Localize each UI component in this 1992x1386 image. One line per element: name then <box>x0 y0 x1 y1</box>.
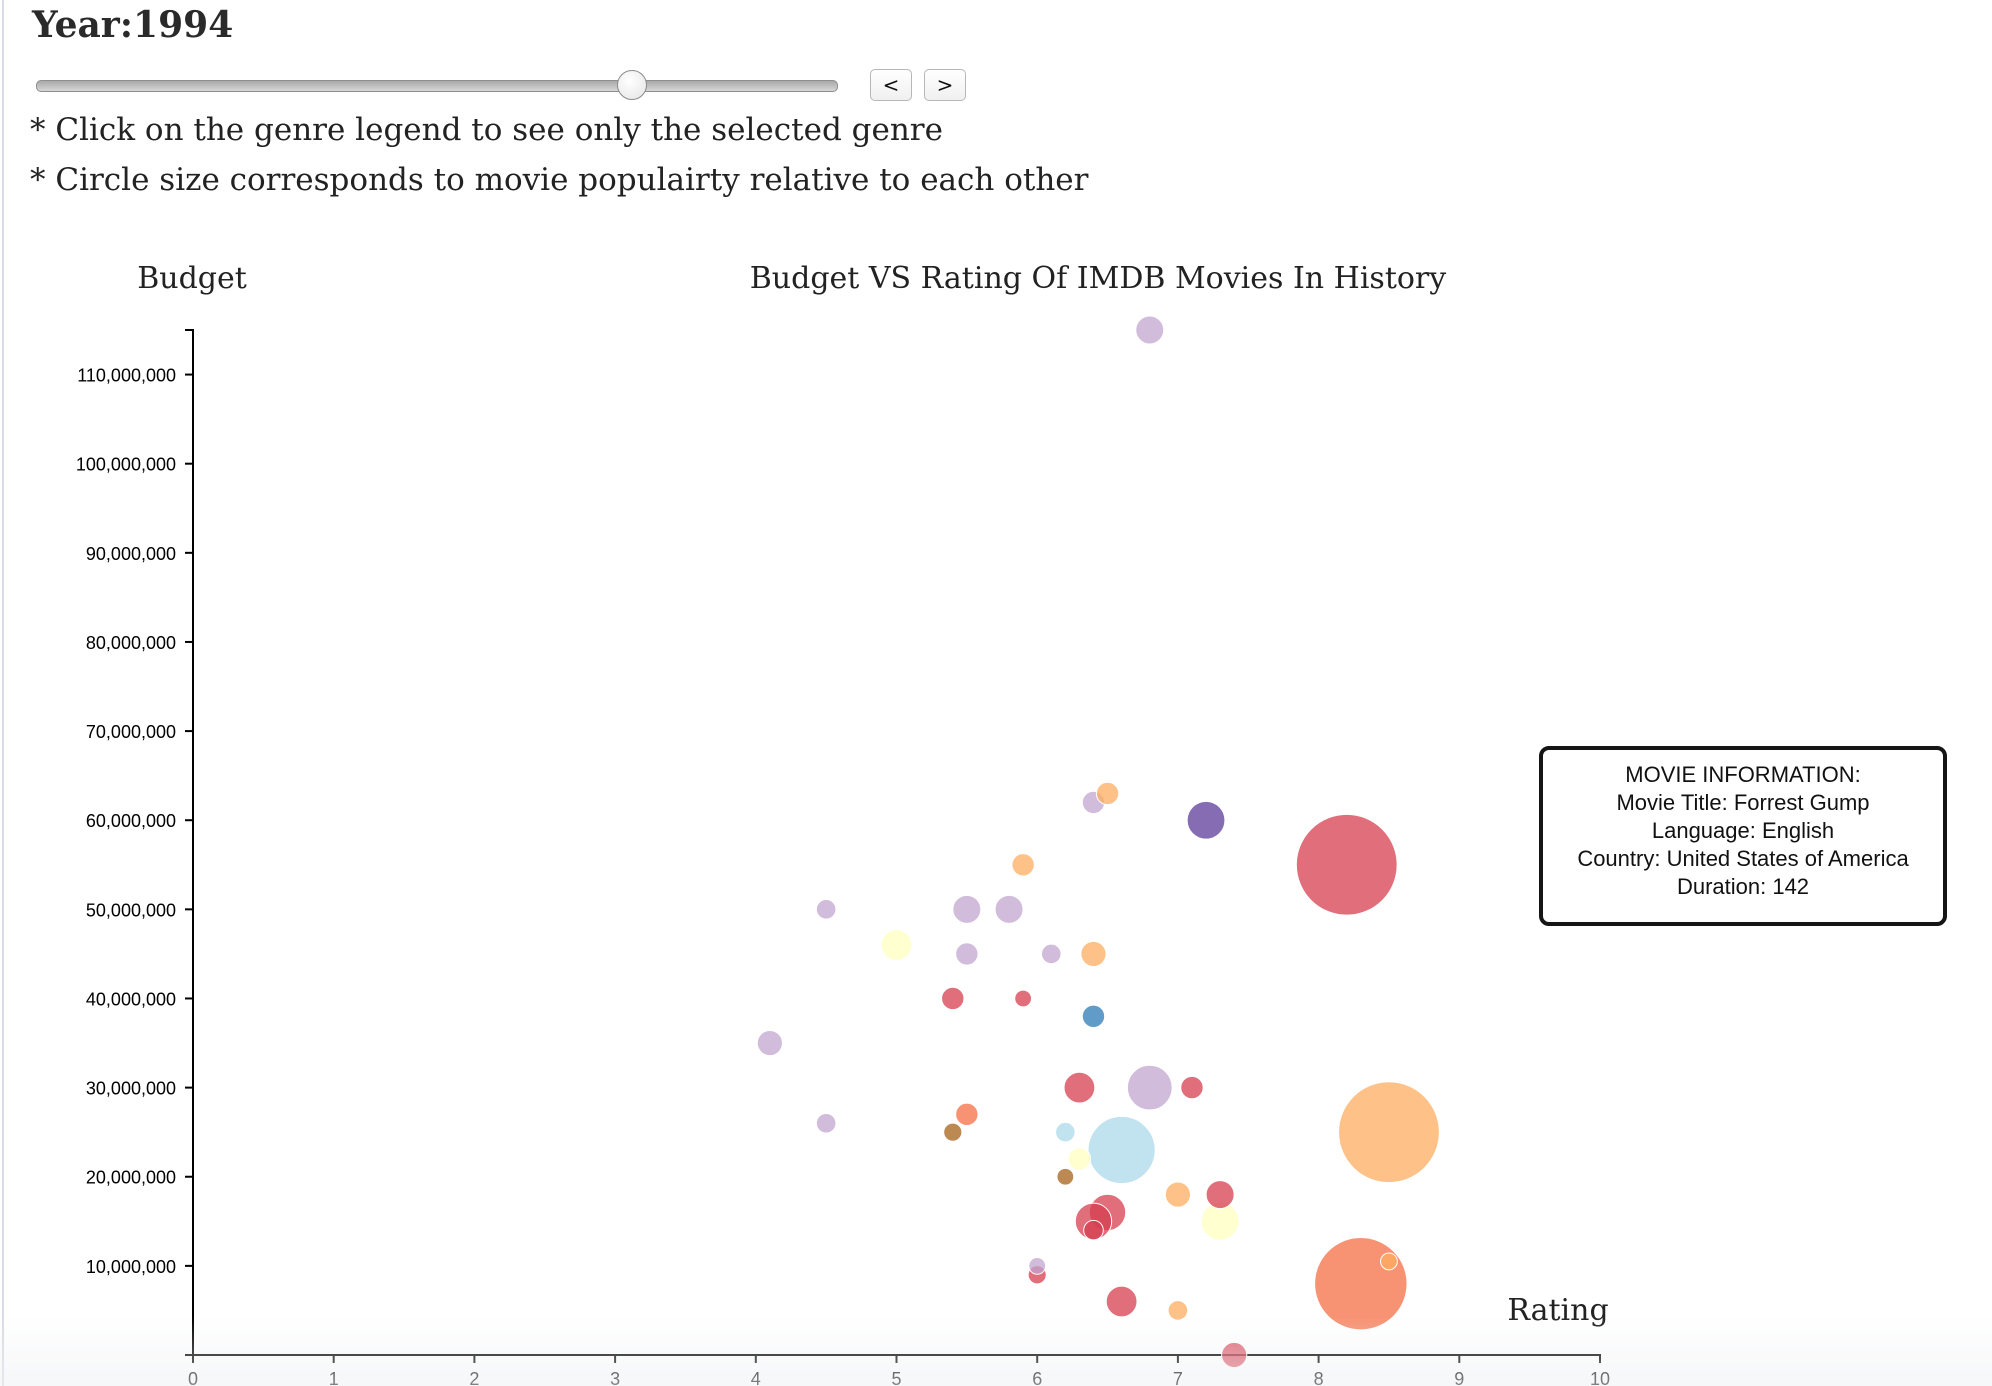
movie-point <box>994 894 1024 924</box>
movie-info-tooltip: MOVIE INFORMATION: Movie Title: Forrest … <box>1539 746 1947 926</box>
y-tick-label: 90,000,000 <box>86 544 176 564</box>
movie-point <box>1221 1341 1248 1369</box>
movie-point <box>1164 1181 1192 1208</box>
y-tick-label: 30,000,000 <box>86 1079 176 1099</box>
movie-point <box>1314 1236 1408 1331</box>
movie-point <box>815 1112 837 1134</box>
movie-point <box>1180 1075 1204 1100</box>
x-tick-label: 3 <box>610 1369 620 1386</box>
y-tick-label: 40,000,000 <box>86 989 176 1009</box>
year-slider[interactable] <box>36 70 838 100</box>
y-tick-label: 110,000,000 <box>77 366 176 386</box>
movie-point <box>1063 1071 1096 1104</box>
chart-title: Budget VS Rating Of IMDB Movies In Histo… <box>750 261 1447 296</box>
movie-point <box>1080 940 1107 968</box>
next-year-button[interactable]: > <box>924 69 966 101</box>
tooltip-country: Country: United States of America <box>1577 846 1909 871</box>
movie-point <box>955 1102 979 1127</box>
circle-size-note: * Circle size corresponds to movie popul… <box>30 162 1089 198</box>
genre-legend-note: * Click on the genre legend to see only … <box>30 112 943 148</box>
movie-point <box>1087 1115 1156 1185</box>
x-tick-label: 2 <box>469 1369 479 1386</box>
x-tick-label: 5 <box>891 1369 901 1386</box>
movie-point <box>1011 853 1035 877</box>
movie-point <box>1205 1180 1235 1210</box>
y-tick-label: 70,000,000 <box>86 722 176 742</box>
x-tick-label: 7 <box>1173 1369 1183 1386</box>
movie-point <box>1295 813 1398 916</box>
movie-point <box>1067 1147 1092 1171</box>
movie-point <box>1040 943 1062 965</box>
y-axis-label: Budget <box>137 261 247 296</box>
movie-point <box>943 1122 963 1142</box>
movie-point <box>1081 1004 1106 1029</box>
y-tick-label: 60,000,000 <box>86 811 176 831</box>
movie-point <box>880 929 913 961</box>
year-slider-thumb[interactable] <box>617 70 647 100</box>
x-tick-label: 0 <box>188 1369 198 1386</box>
tooltip-duration: Duration: 142 <box>1676 874 1810 899</box>
movie-point <box>1014 989 1033 1008</box>
movie-point <box>1126 1064 1173 1111</box>
tooltip-heading: MOVIE INFORMATION: <box>1625 762 1861 787</box>
x-axis-label: Rating <box>1507 1293 1608 1328</box>
x-tick-label: 6 <box>1032 1369 1042 1386</box>
movie-point <box>756 1029 783 1057</box>
y-axis-line <box>185 329 194 1356</box>
movie-point <box>941 986 965 1011</box>
movie-point <box>1055 1121 1076 1143</box>
chart-points <box>756 315 1440 1369</box>
movie-point <box>1167 1300 1189 1321</box>
movie-point <box>952 894 982 924</box>
y-tick-label: 20,000,000 <box>86 1168 176 1188</box>
tooltip-language: Language: English <box>1651 818 1835 843</box>
previous-year-button[interactable]: < <box>870 69 912 101</box>
y-tick-label: 80,000,000 <box>86 633 176 653</box>
x-tick-label: 8 <box>1314 1369 1324 1386</box>
tooltip-movie-title: Movie Title: Forrest Gump <box>1616 790 1870 815</box>
movie-point <box>1083 1219 1104 1241</box>
movie-point <box>1380 1252 1398 1271</box>
x-tick-label: 10 <box>1590 1369 1610 1386</box>
movie-point <box>815 899 837 920</box>
y-tick-label: 100,000,000 <box>76 455 176 475</box>
movie-point <box>1338 1081 1440 1184</box>
page-left-border <box>2 0 4 1386</box>
year-title: Year:1994 <box>32 4 234 46</box>
x-tick-label: 4 <box>751 1369 761 1386</box>
y-tick-label: 10,000,000 <box>86 1257 176 1277</box>
movie-point <box>1056 1167 1075 1186</box>
movie-point <box>1186 800 1226 840</box>
movie-point <box>1135 315 1165 345</box>
x-tick-label: 9 <box>1454 1369 1464 1386</box>
movie-point <box>1028 1256 1047 1275</box>
movie-point <box>1095 781 1120 806</box>
movie-point <box>955 942 979 966</box>
y-tick-label: 50,000,000 <box>86 900 176 920</box>
movie-point <box>1105 1285 1138 1318</box>
x-tick-label: 1 <box>329 1369 339 1386</box>
